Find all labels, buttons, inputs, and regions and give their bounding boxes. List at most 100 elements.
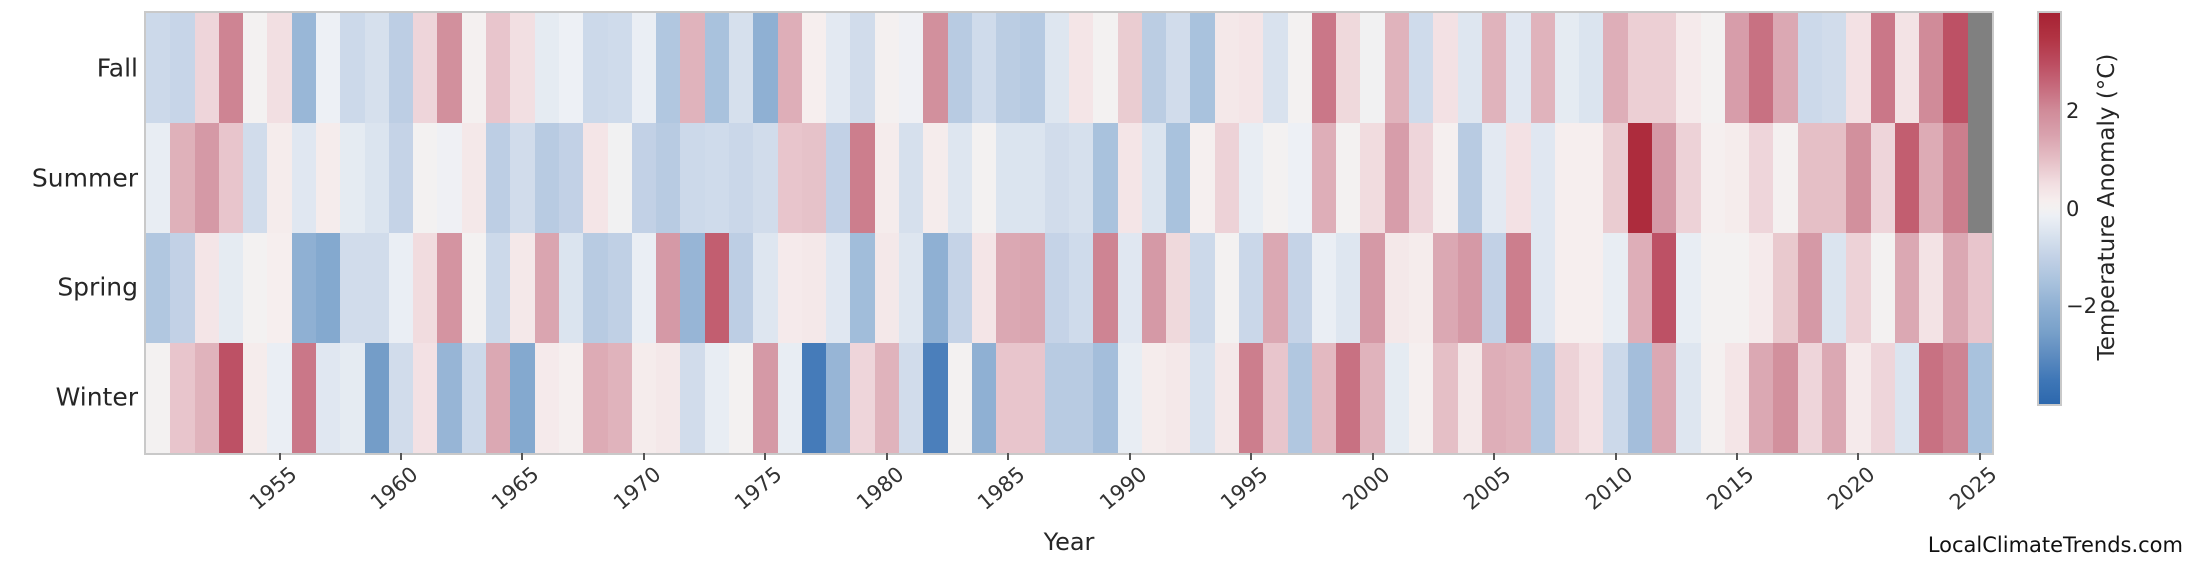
heatmap-cell (1409, 233, 1434, 343)
heatmap-cell (971, 123, 997, 233)
heatmap-cell (267, 123, 292, 233)
heatmap-cell (1603, 343, 1628, 453)
heatmap-cell (1263, 233, 1288, 343)
x-tick-mark (1007, 453, 1010, 460)
heatmap-cell (826, 343, 851, 453)
heatmap-cell (1239, 233, 1264, 343)
heatmap-cell (1409, 123, 1434, 233)
heatmap-cell (1433, 343, 1458, 453)
heatmap-cell (1214, 233, 1240, 343)
heatmap-cell (1846, 233, 1871, 343)
x-tick-mark (1735, 453, 1738, 460)
heatmap-cell (1044, 123, 1069, 233)
heatmap-cell (1481, 343, 1507, 453)
heatmap-plot-area (144, 11, 1994, 455)
heatmap-cell (680, 13, 705, 123)
heatmap-cell (413, 343, 438, 453)
heatmap-cell (1384, 233, 1410, 343)
heatmap-cell (1724, 13, 1750, 123)
heatmap-cell (388, 343, 414, 453)
heatmap-cell (1554, 233, 1580, 343)
heatmap-cell (1287, 123, 1312, 233)
heatmap-cell (1943, 343, 1968, 453)
heatmap-cell (388, 123, 414, 233)
heatmap-cell (558, 123, 584, 233)
heatmap-cell (680, 123, 705, 233)
heatmap-cell (510, 13, 535, 123)
heatmap-cell (1967, 13, 1992, 123)
x-tick-label: 2010 (1580, 462, 1637, 515)
heatmap-cell (170, 343, 195, 453)
heatmap-cell (1360, 123, 1385, 233)
heatmap-cell (461, 13, 487, 123)
heatmap-cell (461, 123, 487, 233)
heatmap-cell (607, 343, 632, 453)
heatmap-cell (1676, 13, 1701, 123)
watermark-link[interactable]: LocalClimateTrends.com (1927, 533, 2183, 557)
heatmap-cell (461, 343, 487, 453)
heatmap-cell (1044, 233, 1069, 343)
heatmap-cell (996, 343, 1021, 453)
heatmap-cell (1797, 233, 1822, 343)
heatmap-cell (364, 13, 389, 123)
heatmap-cell (534, 233, 559, 343)
heatmap-cell (1700, 233, 1725, 343)
heatmap-cell (850, 123, 875, 233)
heatmap-cell (801, 123, 827, 233)
heatmap-cell (1846, 13, 1871, 123)
heatmap-cell (1870, 123, 1895, 233)
heatmap-cell (146, 233, 171, 343)
heatmap-cell (1433, 123, 1458, 233)
heatmap-cell (947, 343, 972, 453)
heatmap-cell (243, 233, 268, 343)
x-tick-label: 1955 (244, 462, 302, 515)
heatmap-cell (1700, 123, 1725, 233)
heatmap-cell (364, 233, 389, 343)
heatmap-cell (1919, 343, 1944, 453)
heatmap-cell (1506, 13, 1531, 123)
heatmap-cell (1797, 123, 1822, 233)
heatmap-cell (777, 343, 802, 453)
heatmap-cell (1773, 123, 1798, 233)
heatmap-cell (1311, 343, 1337, 453)
x-tick-mark (1371, 453, 1374, 460)
x-tick-mark (1493, 453, 1496, 460)
heatmap-cell (1311, 13, 1337, 123)
heatmap-cell (558, 233, 584, 343)
heatmap-grid (146, 13, 1992, 453)
heatmap-cell (1676, 123, 1701, 233)
heatmap-cell (631, 233, 657, 343)
heatmap-cell (218, 13, 244, 123)
heatmap-cell (1700, 13, 1725, 123)
heatmap-cell (1360, 233, 1385, 343)
heatmap-cell (1627, 123, 1652, 233)
heatmap-cell (583, 123, 608, 233)
row-label-spring: Spring (57, 272, 138, 302)
colorbar-tick-label: 2 (2066, 98, 2080, 123)
heatmap-cell (631, 343, 657, 453)
heatmap-cell (680, 343, 705, 453)
heatmap-cell (777, 233, 802, 343)
heatmap-cell (996, 13, 1021, 123)
heatmap-cell (1603, 13, 1628, 123)
heatmap-cell (923, 233, 948, 343)
heatmap-cell (413, 13, 438, 123)
heatmap-cell (291, 123, 317, 233)
heatmap-cell (1651, 123, 1677, 233)
heatmap-cell (1311, 123, 1337, 233)
heatmap-cell (461, 233, 487, 343)
heatmap-cell (971, 233, 997, 343)
heatmap-cell (1627, 233, 1652, 343)
x-tick-label: 2000 (1337, 462, 1395, 515)
heatmap-cell (1214, 123, 1240, 233)
heatmap-cell (923, 13, 948, 123)
heatmap-cell (923, 343, 948, 453)
heatmap-cell (316, 233, 341, 343)
heatmap-cell (874, 233, 899, 343)
x-tick-mark (1614, 453, 1617, 460)
heatmap-cell (486, 123, 511, 233)
heatmap-cell (1020, 233, 1045, 343)
heatmap-cell (1214, 343, 1240, 453)
heatmap-cell (510, 123, 535, 233)
